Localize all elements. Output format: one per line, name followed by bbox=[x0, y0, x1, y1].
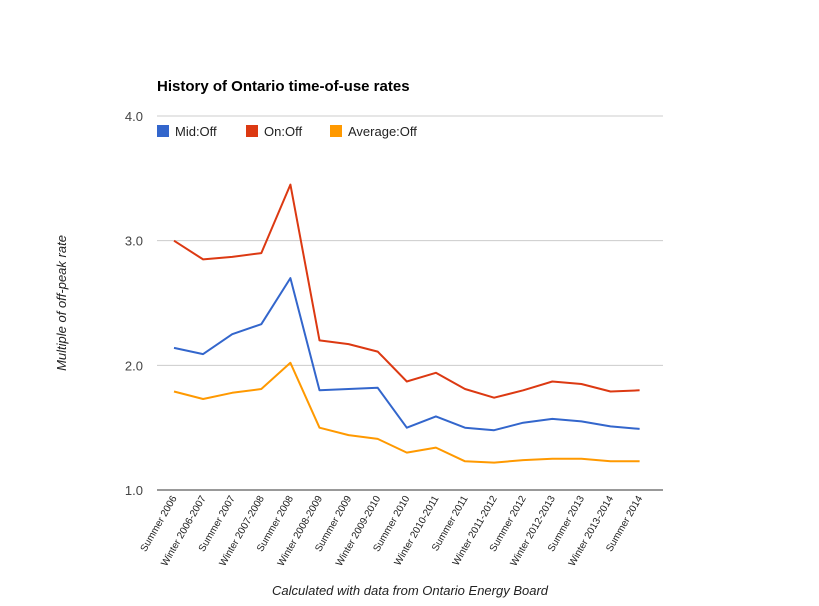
chart-title: History of Ontario time-of-use rates bbox=[157, 78, 410, 95]
y-axis-title: Multiple of off-peak rate bbox=[54, 235, 69, 371]
x-axis-title: Calculated with data from Ontario Energy… bbox=[272, 583, 549, 598]
series-line-average-off bbox=[173, 361, 640, 464]
legend-swatch-mid-off bbox=[157, 125, 169, 137]
y-tick-labels: 1.0 2.0 3.0 4.0 bbox=[125, 109, 143, 498]
legend-label-mid-off: Mid:Off bbox=[175, 124, 217, 139]
legend-label-on-off: On:Off bbox=[264, 124, 302, 139]
gridlines bbox=[157, 115, 663, 491]
y-tick-label: 2.0 bbox=[125, 358, 143, 373]
legend-swatch-on-off bbox=[246, 125, 258, 137]
y-tick-label: 4.0 bbox=[125, 109, 143, 124]
y-tick-label: 3.0 bbox=[125, 234, 143, 249]
legend: Mid:Off On:Off Average:Off bbox=[157, 124, 417, 139]
series-line-mid-off bbox=[173, 277, 640, 432]
legend-label-average-off: Average:Off bbox=[348, 124, 417, 139]
series-line-on-off bbox=[173, 183, 640, 399]
y-tick-label: 1.0 bbox=[125, 483, 143, 498]
legend-swatch-average-off bbox=[330, 125, 342, 137]
series-lines bbox=[173, 183, 640, 464]
